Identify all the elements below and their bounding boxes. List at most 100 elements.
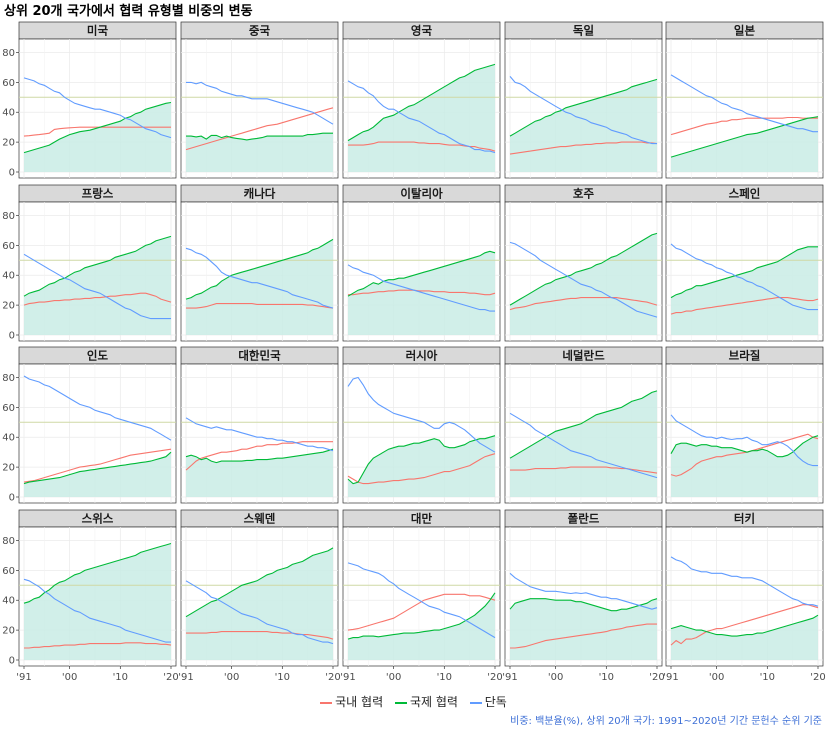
y-tick-label: 60 — [2, 78, 15, 89]
single-line — [509, 241, 658, 318]
facet-strip-label: 스위스 — [82, 512, 114, 526]
single-line — [347, 264, 495, 312]
international-line — [347, 250, 496, 297]
single-line — [185, 580, 334, 645]
facet-strip-label: 스페인 — [729, 187, 761, 201]
domestic-line — [509, 297, 658, 311]
single-line — [670, 243, 818, 311]
single-line — [23, 77, 172, 139]
facet-strip-label: 캐나다 — [244, 187, 276, 201]
legend-item-domestic: 국내 협력 — [320, 693, 383, 710]
y-tick-label: 60 — [2, 403, 15, 414]
x-tick-label: '10 — [437, 672, 452, 683]
domestic-line — [24, 642, 172, 649]
y-tick-label: 0 — [9, 168, 15, 179]
y-tick-label: 80 — [2, 373, 15, 384]
facet-strip-label: 브라질 — [729, 349, 761, 363]
single-line — [185, 247, 334, 309]
legend-item-international: 국제 협력 — [394, 693, 458, 710]
international-area — [671, 116, 818, 172]
y-tick-label: 40 — [2, 108, 15, 119]
single-line — [23, 375, 172, 441]
domestic-line — [510, 623, 657, 649]
facet-strip-label: 인도 — [87, 349, 109, 363]
facet-strip-label: 폴란드 — [568, 512, 600, 526]
facet-strip-label: 대한민국 — [238, 349, 281, 363]
y-tick-label: 20 — [2, 626, 15, 637]
y-tick-label: 40 — [2, 433, 15, 444]
international-area — [24, 543, 171, 660]
international-line — [23, 235, 172, 297]
x-tick-label: '10 — [599, 672, 614, 683]
facet-strip-label: 터키 — [734, 512, 755, 526]
y-tick-label: 60 — [2, 241, 15, 252]
international-line — [23, 542, 172, 604]
international-line — [670, 116, 819, 158]
domestic-line — [23, 292, 172, 306]
y-tick-label: 20 — [2, 138, 15, 149]
single-line — [347, 376, 496, 453]
domestic-line — [185, 107, 334, 151]
international-line — [185, 547, 334, 618]
legend-label-international: 국제 협력 — [409, 695, 458, 709]
y-tick-label: 80 — [2, 48, 15, 59]
international-area — [510, 598, 657, 660]
domestic-line — [509, 141, 658, 155]
y-tick-label: 20 — [2, 463, 15, 474]
x-tick-label: '91 — [16, 672, 31, 683]
single-line — [509, 572, 658, 610]
facet-strip-label: 영국 — [411, 24, 433, 38]
x-tick-label: '00 — [548, 672, 563, 683]
y-tick-label: 0 — [9, 656, 15, 667]
single-line — [670, 414, 818, 467]
international-line — [185, 448, 334, 464]
single-line — [509, 412, 658, 479]
international-line — [347, 63, 496, 142]
facet-strip-label: 대만 — [411, 512, 433, 526]
international-area — [24, 452, 171, 497]
single-line — [347, 562, 496, 639]
x-tick-label: '91 — [340, 672, 355, 683]
facet-strip-label: 중국 — [249, 24, 271, 38]
domestic-line — [347, 453, 496, 485]
x-tick-label: '20 — [487, 672, 502, 683]
legend-item-single: 단독 — [469, 693, 507, 710]
x-tick-label: '00 — [62, 672, 77, 683]
international-area — [671, 615, 818, 660]
domestic-line — [185, 441, 333, 471]
x-tick-label: '20 — [163, 672, 178, 683]
x-tick-label: '00 — [709, 672, 724, 683]
international-line — [509, 598, 658, 612]
international-line — [509, 78, 658, 137]
y-tick-label: 40 — [2, 596, 15, 607]
international-area — [24, 236, 171, 335]
facet-strip-label: 스웨덴 — [244, 512, 276, 526]
international-area — [24, 102, 171, 172]
international-line — [509, 232, 658, 306]
facet-strip-label: 프랑스 — [82, 187, 114, 201]
x-tick-label: '91 — [663, 672, 678, 683]
x-tick-label: '10 — [113, 672, 128, 683]
y-tick-label: 40 — [2, 271, 15, 282]
single-line — [509, 76, 657, 145]
international-line — [509, 390, 658, 459]
international-area — [186, 239, 333, 335]
x-tick-label: '20 — [649, 672, 664, 683]
y-tick-label: 60 — [2, 566, 15, 577]
legend-swatch-domestic — [320, 701, 333, 704]
international-line — [670, 246, 818, 299]
international-area — [671, 246, 818, 335]
y-tick-label: 20 — [2, 301, 15, 312]
x-tick-label: '00 — [224, 672, 239, 683]
domestic-line — [23, 448, 172, 483]
facet-strip-label: 일본 — [734, 24, 756, 38]
domestic-line — [670, 297, 819, 315]
international-area — [348, 251, 495, 335]
single-line — [670, 74, 818, 133]
international-line — [347, 435, 496, 485]
international-area — [348, 592, 495, 660]
facet-strip-label: 이탈리아 — [400, 187, 443, 201]
domestic-line — [23, 126, 171, 137]
single-line — [186, 81, 334, 125]
